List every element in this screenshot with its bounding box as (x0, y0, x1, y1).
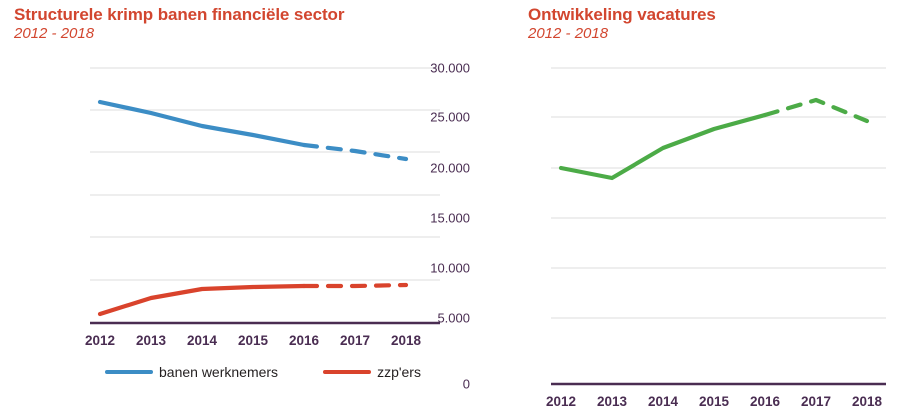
x-tick-label: 2015 (698, 394, 730, 409)
x-tick-label: 2012 (545, 394, 577, 409)
series-line-zzpers-solid (97, 283, 307, 317)
x-tick-label: 2018 (851, 394, 883, 409)
series-line-vacatures-solid (558, 112, 768, 181)
gridlines-right (551, 67, 886, 319)
chart-subtitle-left: 2012 - 2018 (14, 25, 95, 42)
x-tick-label: 2016 (749, 394, 781, 409)
gridlines-left (90, 67, 440, 281)
legend-label: banen werknemers (159, 364, 279, 380)
y-tick-label: 20.000 (430, 160, 470, 176)
y-tick-label: 30.000 (430, 60, 470, 76)
series-line-zzpers-forecast (301, 282, 409, 289)
x-tick-label: 2016 (288, 333, 320, 348)
x-tick-label: 2017 (800, 394, 832, 409)
plot-area-right: 0 5.000 10.000 15.000 20.000 25.000 30.0… (430, 55, 900, 409)
legend-item-zzpers[interactable]: zzp'ers (323, 364, 421, 380)
chart-panel-ontwikkeling-vacatures: Ontwikkeling vacatures 2012 - 2018 0 5.0… (430, 0, 900, 418)
x-tick-label: 2014 (186, 333, 218, 348)
legend-swatch-icon (323, 370, 372, 374)
x-tick-label: 2013 (596, 394, 628, 409)
chart-legend-left: banen werknemers zzp'ers (105, 364, 421, 380)
line-chart-left (90, 67, 440, 325)
y-tick-label: 0 (462, 376, 470, 392)
x-tick-label: 2014 (647, 394, 679, 409)
y-tick-label: 5.000 (437, 310, 470, 326)
x-tick-label: 2017 (339, 333, 371, 348)
plot-area-left: 0 50.000 100.000 150.000 200.000 250.000… (0, 55, 470, 355)
legend-swatch-icon (105, 370, 153, 374)
chart-subtitle-right: 2012 - 2018 (528, 25, 609, 42)
x-tick-label: 2015 (237, 333, 269, 348)
series-line-banen-werknemers-solid (97, 99, 307, 148)
legend-label: zzp'ers (377, 364, 421, 380)
legend-item-banen-werknemers[interactable]: banen werknemers (105, 364, 278, 380)
x-tick-label: 2013 (135, 333, 167, 348)
y-tick-label: 25.000 (430, 109, 470, 125)
series-line-vacatures-forecast (762, 97, 870, 124)
series-line-banen-werknemers-forecast (301, 142, 409, 162)
x-tick-label: 2012 (84, 333, 116, 348)
chart-title-right: Ontwikkeling vacatures (528, 5, 716, 24)
chart-panel-structurele-krimp-banen: Structurele krimp banen financiële secto… (0, 5, 470, 380)
y-tick-label: 10.000 (430, 260, 470, 276)
x-tick-label: 2018 (390, 333, 422, 348)
chart-title-left: Structurele krimp banen financiële secto… (14, 5, 345, 24)
line-chart-right (551, 67, 886, 386)
y-tick-label: 15.000 (430, 210, 470, 226)
